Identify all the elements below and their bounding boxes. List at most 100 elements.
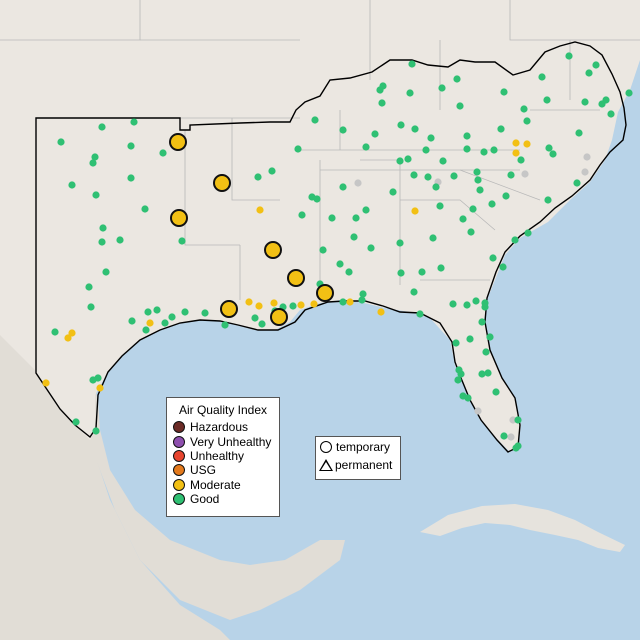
- monitor-marker-good[interactable]: [455, 366, 463, 374]
- monitor-marker-good[interactable]: [268, 167, 276, 175]
- monitor-marker-good[interactable]: [469, 205, 477, 213]
- monitor-marker-moderate-temporary[interactable]: [170, 209, 188, 227]
- monitor-marker-good[interactable]: [328, 214, 336, 222]
- monitor-marker-good[interactable]: [159, 149, 167, 157]
- monitor-marker-good[interactable]: [488, 200, 496, 208]
- monitor-marker-good[interactable]: [538, 73, 546, 81]
- monitor-marker-good[interactable]: [514, 416, 522, 424]
- monitor-marker-good[interactable]: [473, 168, 481, 176]
- monitor-marker-good[interactable]: [490, 146, 498, 154]
- monitor-marker-good[interactable]: [379, 82, 387, 90]
- monitor-marker-good[interactable]: [497, 125, 505, 133]
- monitor-marker-good[interactable]: [439, 157, 447, 165]
- monitor-marker-good[interactable]: [474, 176, 482, 184]
- monitor-marker-no-data[interactable]: [507, 433, 515, 441]
- monitor-marker-moderate[interactable]: [146, 319, 154, 327]
- monitor-marker-good[interactable]: [99, 224, 107, 232]
- monitor-marker-good[interactable]: [89, 159, 97, 167]
- monitor-marker-good[interactable]: [524, 229, 532, 237]
- monitor-marker-good[interactable]: [130, 118, 138, 126]
- monitor-marker-good[interactable]: [500, 88, 508, 96]
- monitor-marker-moderate[interactable]: [512, 149, 520, 157]
- monitor-marker-moderate[interactable]: [64, 334, 72, 342]
- monitor-marker-good[interactable]: [128, 317, 136, 325]
- monitor-marker-no-data[interactable]: [354, 179, 362, 187]
- monitor-marker-good[interactable]: [51, 328, 59, 336]
- monitor-marker-good[interactable]: [378, 99, 386, 107]
- monitor-marker-moderate[interactable]: [512, 139, 520, 147]
- monitor-marker-good[interactable]: [201, 309, 209, 317]
- monitor-marker-good[interactable]: [484, 369, 492, 377]
- monitor-marker-good[interactable]: [251, 314, 259, 322]
- monitor-marker-good[interactable]: [371, 130, 379, 138]
- monitor-marker-good[interactable]: [319, 246, 327, 254]
- monitor-marker-good[interactable]: [500, 432, 508, 440]
- monitor-marker-good[interactable]: [464, 394, 472, 402]
- monitor-marker-moderate[interactable]: [523, 140, 531, 148]
- monitor-marker-good[interactable]: [429, 234, 437, 242]
- monitor-marker-good[interactable]: [511, 236, 519, 244]
- monitor-marker-moderate[interactable]: [411, 207, 419, 215]
- monitor-marker-good[interactable]: [489, 254, 497, 262]
- monitor-marker-good[interactable]: [397, 269, 405, 277]
- monitor-marker-good[interactable]: [362, 143, 370, 151]
- monitor-marker-good[interactable]: [573, 179, 581, 187]
- monitor-marker-good[interactable]: [410, 171, 418, 179]
- monitor-marker-good[interactable]: [459, 215, 467, 223]
- monitor-marker-good[interactable]: [359, 290, 367, 298]
- monitor-marker-good[interactable]: [598, 100, 606, 108]
- monitor-marker-moderate-temporary[interactable]: [270, 308, 288, 326]
- monitor-marker-good[interactable]: [161, 319, 169, 327]
- monitor-marker-good[interactable]: [585, 69, 593, 77]
- monitor-marker-good[interactable]: [352, 214, 360, 222]
- monitor-marker-good[interactable]: [411, 125, 419, 133]
- monitor-marker-moderate[interactable]: [297, 301, 305, 309]
- monitor-marker-good[interactable]: [453, 75, 461, 83]
- monitor-marker-good[interactable]: [450, 172, 458, 180]
- monitor-marker-good[interactable]: [98, 123, 106, 131]
- monitor-marker-good[interactable]: [416, 310, 424, 318]
- monitor-marker-good[interactable]: [127, 142, 135, 150]
- monitor-marker-good[interactable]: [499, 263, 507, 271]
- monitor-marker-good[interactable]: [313, 195, 321, 203]
- monitor-marker-good[interactable]: [625, 89, 633, 97]
- monitor-marker-good[interactable]: [438, 84, 446, 92]
- monitor-marker-moderate-temporary[interactable]: [169, 133, 187, 151]
- monitor-marker-good[interactable]: [410, 288, 418, 296]
- monitor-marker-good[interactable]: [221, 321, 229, 329]
- monitor-marker-good[interactable]: [404, 155, 412, 163]
- monitor-marker-good[interactable]: [339, 298, 347, 306]
- monitor-marker-no-data[interactable]: [583, 153, 591, 161]
- monitor-marker-good[interactable]: [367, 244, 375, 252]
- monitor-marker-good[interactable]: [406, 89, 414, 97]
- monitor-marker-good[interactable]: [432, 183, 440, 191]
- monitor-marker-good[interactable]: [358, 296, 366, 304]
- monitor-marker-good[interactable]: [581, 98, 589, 106]
- monitor-marker-good[interactable]: [92, 427, 100, 435]
- monitor-marker-good[interactable]: [168, 313, 176, 321]
- monitor-marker-good[interactable]: [424, 173, 432, 181]
- monitor-marker-good[interactable]: [92, 191, 100, 199]
- monitor-marker-good[interactable]: [480, 148, 488, 156]
- monitor-marker-good[interactable]: [72, 418, 80, 426]
- monitor-marker-good[interactable]: [418, 268, 426, 276]
- monitor-marker-no-data[interactable]: [521, 170, 529, 178]
- monitor-marker-moderate[interactable]: [68, 329, 76, 337]
- monitor-marker-good[interactable]: [436, 202, 444, 210]
- monitor-marker-moderate-temporary[interactable]: [287, 269, 305, 287]
- monitor-marker-good[interactable]: [549, 150, 557, 158]
- monitor-marker-moderate-temporary[interactable]: [316, 284, 334, 302]
- monitor-marker-good[interactable]: [452, 339, 460, 347]
- monitor-marker-good[interactable]: [565, 52, 573, 60]
- monitor-marker-good[interactable]: [85, 283, 93, 291]
- monitor-marker-good[interactable]: [91, 153, 99, 161]
- monitor-marker-good[interactable]: [507, 171, 515, 179]
- monitor-marker-good[interactable]: [181, 308, 189, 316]
- monitor-marker-moderate[interactable]: [377, 308, 385, 316]
- monitor-marker-good[interactable]: [339, 126, 347, 134]
- monitor-marker-good[interactable]: [178, 237, 186, 245]
- monitor-marker-good[interactable]: [607, 110, 615, 118]
- monitor-marker-good[interactable]: [127, 174, 135, 182]
- monitor-marker-good[interactable]: [339, 183, 347, 191]
- monitor-marker-good[interactable]: [311, 116, 319, 124]
